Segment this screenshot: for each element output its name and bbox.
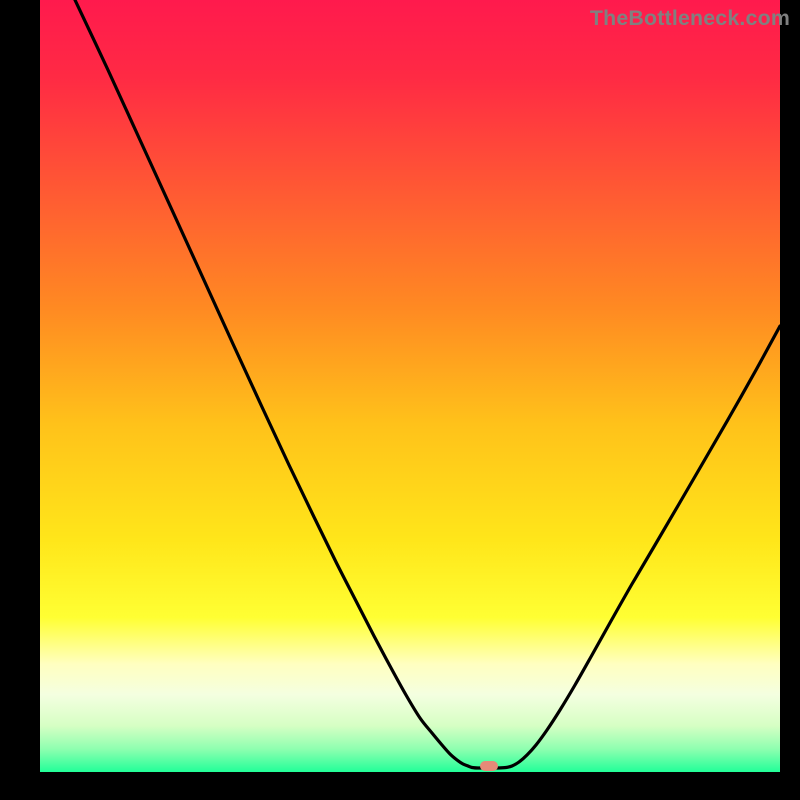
- chart-stage: TheBottleneck.com: [0, 0, 800, 800]
- plot-gradient-background: [40, 0, 780, 772]
- bottleneck-chart: [0, 0, 800, 800]
- watermark-text: TheBottleneck.com: [590, 6, 790, 31]
- minimum-marker: [480, 761, 498, 771]
